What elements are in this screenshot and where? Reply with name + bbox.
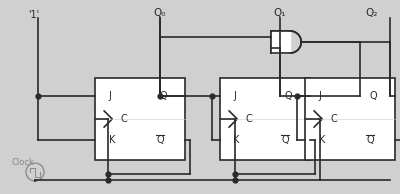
Text: Q: Q xyxy=(281,135,289,145)
Bar xyxy=(95,78,185,160)
Bar xyxy=(271,31,290,53)
Text: Q₀: Q₀ xyxy=(154,8,166,18)
Text: C: C xyxy=(245,114,252,124)
Bar xyxy=(305,78,395,160)
Text: Clock: Clock xyxy=(12,158,35,167)
Text: Q: Q xyxy=(370,91,378,101)
Text: '1': '1' xyxy=(28,10,39,20)
Text: C: C xyxy=(120,114,127,124)
Text: J: J xyxy=(234,91,236,101)
Text: Q: Q xyxy=(285,91,292,101)
Text: C: C xyxy=(330,114,337,124)
Text: K: K xyxy=(234,135,240,145)
Bar xyxy=(220,78,310,160)
Text: Q₂: Q₂ xyxy=(366,8,378,18)
Text: J: J xyxy=(108,91,111,101)
Text: Q: Q xyxy=(156,135,164,145)
Text: K: K xyxy=(318,135,325,145)
Text: Q₁: Q₁ xyxy=(274,8,286,18)
Text: Q: Q xyxy=(366,135,374,145)
Text: J: J xyxy=(318,91,321,101)
Polygon shape xyxy=(271,31,290,53)
Text: K: K xyxy=(108,135,115,145)
Text: Q: Q xyxy=(160,91,168,101)
